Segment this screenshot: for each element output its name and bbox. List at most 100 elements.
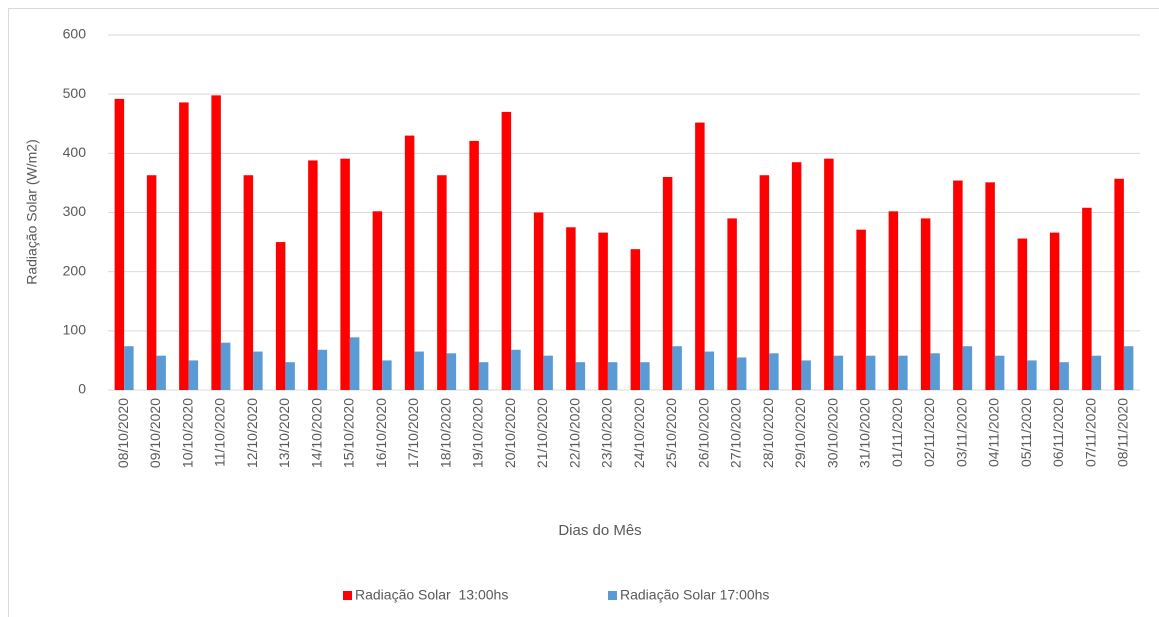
bar <box>156 355 166 390</box>
bar <box>446 353 457 390</box>
bar <box>856 229 866 390</box>
bar <box>1123 346 1134 390</box>
bar <box>994 355 1005 390</box>
legend-label: Radiação Solar 13:00hs <box>355 587 508 603</box>
bar <box>898 355 908 390</box>
bar <box>888 211 899 390</box>
bar <box>404 135 415 390</box>
x-tick-label: 31/10/2020 <box>857 398 873 468</box>
bar <box>930 353 940 390</box>
x-tick-label: 24/10/2020 <box>631 398 647 468</box>
bar <box>382 360 392 390</box>
bar <box>179 102 189 390</box>
bar <box>662 177 673 390</box>
x-tick-label: 06/11/2020 <box>1050 398 1066 467</box>
bar <box>759 175 770 390</box>
bar <box>220 342 231 390</box>
bar <box>501 111 512 391</box>
bar <box>801 360 811 390</box>
legend-swatch <box>343 591 352 600</box>
y-tick-label: 300 <box>63 203 87 219</box>
bar <box>188 360 199 390</box>
bar <box>533 212 544 390</box>
x-tick-label: 21/10/2020 <box>534 398 550 468</box>
x-tick-label: 18/10/2020 <box>437 398 453 468</box>
bar <box>511 349 521 390</box>
bar <box>598 232 608 390</box>
x-tick-label: 16/10/2020 <box>373 398 389 468</box>
x-tick-label: 11/10/2020 <box>212 398 228 467</box>
x-tick-label: 27/10/2020 <box>728 398 744 468</box>
bar <box>1017 238 1028 390</box>
bar <box>630 249 641 390</box>
bar <box>672 346 682 390</box>
bar <box>769 353 779 390</box>
bar <box>953 180 963 390</box>
bar <box>308 160 318 390</box>
bar <box>695 122 705 391</box>
bar <box>114 98 125 391</box>
bar <box>736 357 747 390</box>
bar <box>211 95 221 390</box>
x-tick-label: 13/10/2020 <box>276 398 292 468</box>
bar <box>1027 360 1037 390</box>
y-tick-label: 600 <box>63 26 87 42</box>
legend-label: Radiação Solar 17:00hs <box>620 587 769 603</box>
x-tick-label: 15/10/2020 <box>341 398 357 468</box>
x-tick-label: 14/10/2020 <box>308 398 324 468</box>
y-tick-label: 0 <box>78 381 86 397</box>
bar <box>478 362 489 390</box>
x-axis-title: Dias do Mês <box>558 522 641 539</box>
y-axis-title: Radiação Solar (W/m2) <box>24 139 40 285</box>
x-tick-label: 20/10/2020 <box>502 398 518 468</box>
bar <box>962 346 973 390</box>
x-tick-label: 19/10/2020 <box>470 398 486 468</box>
x-tick-label: 08/10/2020 <box>115 398 131 468</box>
bar <box>275 242 286 390</box>
bar <box>1059 362 1069 390</box>
x-tick-label: 05/11/2020 <box>1018 398 1034 467</box>
bar <box>543 355 553 390</box>
x-tick-label: 03/11/2020 <box>953 398 969 467</box>
x-tick-label: 29/10/2020 <box>792 398 808 468</box>
bar <box>285 362 295 390</box>
x-tick-label: 07/11/2020 <box>1082 398 1098 467</box>
bar <box>985 182 995 390</box>
bar <box>437 175 447 390</box>
bar <box>607 362 618 390</box>
bar <box>640 362 650 390</box>
bar <box>372 211 383 390</box>
y-tick-label: 400 <box>63 144 87 160</box>
bar <box>317 349 328 390</box>
bar <box>146 175 157 390</box>
bar <box>1082 207 1092 390</box>
x-tick-label: 22/10/2020 <box>566 398 582 468</box>
bar <box>253 351 263 390</box>
bar <box>1049 232 1060 390</box>
bar <box>791 162 802 390</box>
x-tick-label: 09/10/2020 <box>147 398 163 468</box>
x-tick-label: 02/11/2020 <box>921 398 937 467</box>
bar <box>1114 178 1124 390</box>
bar <box>824 158 834 390</box>
bar <box>704 351 715 390</box>
bar <box>865 355 876 390</box>
bar <box>920 218 931 390</box>
y-tick-label: 500 <box>63 85 87 101</box>
x-tick-label: 26/10/2020 <box>695 398 711 468</box>
bar <box>1091 355 1102 390</box>
y-tick-label: 200 <box>63 262 87 278</box>
x-tick-label: 25/10/2020 <box>663 398 679 468</box>
x-tick-label: 30/10/2020 <box>824 398 840 468</box>
bar <box>124 346 134 390</box>
bar <box>469 140 479 390</box>
x-tick-label: 10/10/2020 <box>179 398 195 468</box>
bar <box>727 218 737 390</box>
bar <box>349 337 360 390</box>
legend-swatch <box>608 591 617 600</box>
x-tick-label: 01/11/2020 <box>889 398 905 467</box>
x-tick-label: 08/11/2020 <box>1115 398 1131 467</box>
bar <box>414 351 424 390</box>
y-tick-label: 100 <box>63 322 87 338</box>
